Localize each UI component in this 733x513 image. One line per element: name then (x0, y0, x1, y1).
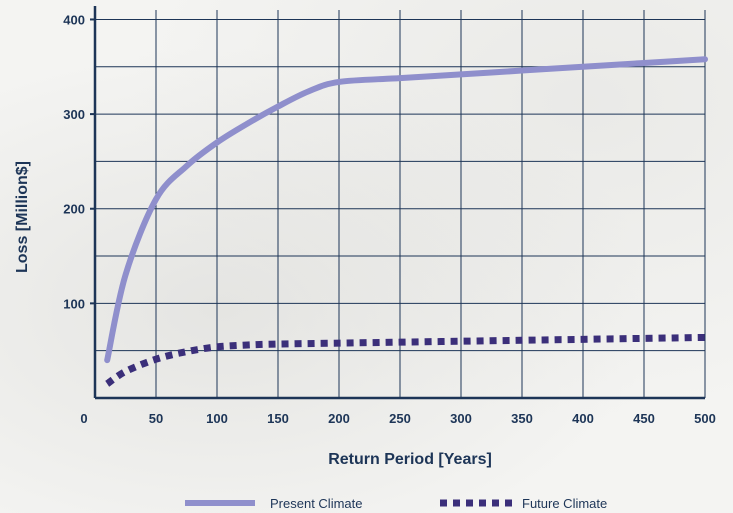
series-layer (104, 56, 708, 387)
series-line-future-climate (105, 333, 706, 387)
legend-label-present: Present Climate (270, 496, 362, 511)
y-tick-label: 200 (63, 202, 85, 217)
x-tick-label: 100 (206, 411, 228, 426)
x-tick-label: 200 (328, 411, 350, 426)
x-tick-label: 450 (633, 411, 655, 426)
axes (90, 6, 705, 400)
x-axis-title: Return Period [Years] (328, 451, 492, 468)
legend: Present Climate Future Climate (185, 496, 607, 511)
x-tick-label: 400 (572, 411, 594, 426)
tick-labels: 100 200 300 400 0 50 100 150 200 250 300 350 400 450 5… (63, 12, 716, 426)
x-tick-label: 0 (80, 411, 87, 426)
x-tick-label: 150 (267, 411, 289, 426)
legend-label-future: Future Climate (522, 496, 607, 511)
series-line-present-climate (104, 56, 708, 364)
x-tick-label: 350 (511, 411, 533, 426)
y-tick-label: 400 (63, 12, 85, 27)
y-tick-label: 100 (63, 296, 85, 311)
x-tick-label: 250 (389, 411, 411, 426)
y-tick-label: 300 (63, 107, 85, 122)
x-tick-label: 50 (149, 411, 163, 426)
x-tick-label: 500 (694, 411, 716, 426)
y-axis-title: Loss [Million$] (14, 161, 31, 273)
x-tick-label: 300 (450, 411, 472, 426)
